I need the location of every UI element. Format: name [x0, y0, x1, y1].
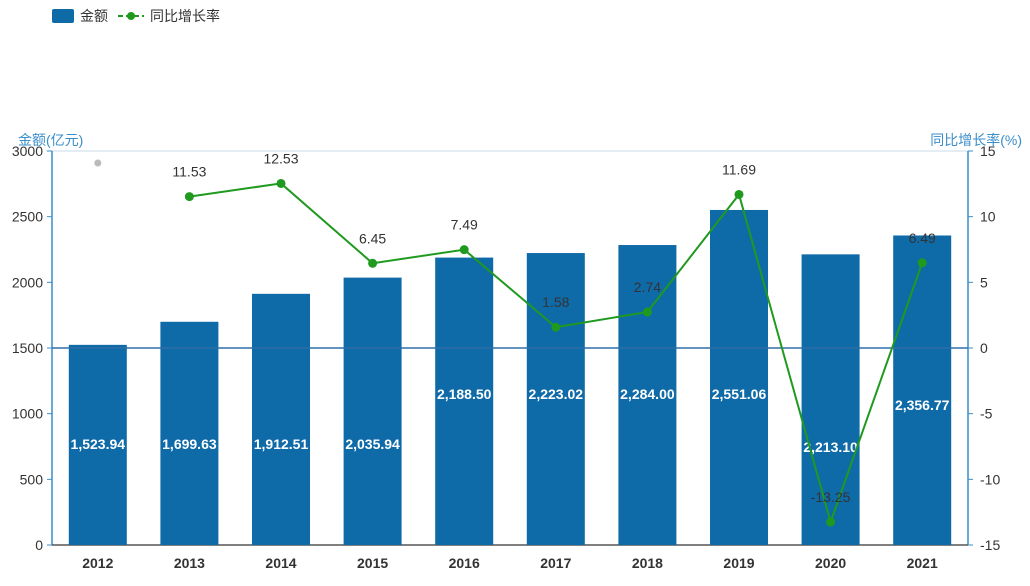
- chart-legend: 金额 同比增长率: [52, 6, 230, 26]
- bar-value-label-2014: 1,912.51: [254, 436, 309, 452]
- bar-2020: [801, 254, 860, 546]
- x-tick-label-2016: 2016: [449, 555, 480, 571]
- x-tick-label-2012: 2012: [82, 555, 113, 571]
- bar-value-label-2016: 2,188.50: [437, 386, 492, 402]
- x-tick-label-2014: 2014: [265, 555, 296, 571]
- marker-dot: [94, 159, 102, 167]
- growth-label-2017: 1.58: [542, 294, 569, 310]
- bar-value-label-2017: 2,223.02: [529, 386, 584, 402]
- growth-label-2013: 11.53: [172, 164, 206, 180]
- growth-point-2018: [642, 307, 652, 317]
- growth-label-2019: 11.69: [722, 161, 756, 177]
- bar-value-label-2019: 2,551.06: [712, 386, 767, 402]
- legend-amount-label: 金额: [80, 8, 108, 24]
- growth-point-2015: [368, 258, 378, 268]
- x-tick-label-2021: 2021: [907, 555, 938, 571]
- left-tick-label: 1000: [12, 406, 43, 422]
- right-tick-label: -15: [980, 537, 1000, 553]
- bar-2012: [68, 344, 127, 545]
- bar-value-label-2013: 1,699.63: [162, 436, 217, 452]
- right-tick-label: 5: [980, 274, 988, 290]
- x-tick-label-2020: 2020: [815, 555, 846, 571]
- right-tick-label: 0: [980, 340, 988, 356]
- right-axis-title: 同比增长率(%): [930, 132, 1022, 148]
- growth-point-2021: [917, 258, 927, 268]
- x-tick-label-2018: 2018: [632, 555, 663, 571]
- x-tick-label-2015: 2015: [357, 555, 388, 571]
- bar-value-label-2020: 2,213.10: [803, 439, 858, 455]
- growth-point-2020: [826, 517, 836, 527]
- left-tick-label: 3000: [12, 143, 43, 159]
- growth-label-2021: 6.49: [909, 230, 936, 246]
- legend-line-swatch: [118, 12, 144, 20]
- growth-point-2017: [551, 322, 561, 332]
- growth-point-2016: [459, 245, 469, 255]
- bar-2016: [435, 257, 494, 545]
- bar-value-label-2012: 1,523.94: [71, 436, 126, 452]
- bar-value-label-2015: 2,035.94: [345, 436, 400, 452]
- legend-item-amount[interactable]: 金额: [52, 6, 108, 26]
- left-tick-label: 1500: [12, 340, 43, 356]
- bar-2015: [343, 277, 402, 545]
- bar-2019: [710, 209, 768, 545]
- x-tick-label-2013: 2013: [174, 555, 205, 571]
- left-tick-label: 0: [35, 537, 43, 553]
- legend-growth-label: 同比增长率: [150, 8, 220, 24]
- left-axis-title: 金额(亿元): [18, 132, 84, 148]
- left-tick-label: 2500: [12, 209, 43, 225]
- right-tick-label: -10: [980, 471, 1000, 487]
- x-tick-label-2017: 2017: [540, 555, 571, 571]
- right-tick-label: -5: [980, 406, 993, 422]
- bar-value-label-2021: 2,356.77: [895, 397, 950, 413]
- growth-point-2014: [276, 178, 286, 188]
- bar-2018: [618, 245, 677, 545]
- growth-label-2020: -13.25: [811, 489, 851, 505]
- bar-2021: [893, 235, 952, 545]
- growth-label-2014: 12.53: [263, 150, 298, 166]
- growth-point-2019: [734, 189, 744, 199]
- legend-item-growth[interactable]: 同比增长率: [118, 6, 220, 26]
- growth-label-2015: 6.45: [359, 230, 386, 246]
- legend-bar-swatch: [52, 9, 74, 23]
- bar-2014: [252, 293, 310, 545]
- left-tick-label: 500: [20, 471, 44, 487]
- bar-2017: [526, 253, 585, 545]
- bar-2013: [160, 321, 219, 545]
- x-tick-label-2019: 2019: [723, 555, 754, 571]
- bar-value-label-2018: 2,284.00: [620, 386, 675, 402]
- growth-label-2016: 7.49: [451, 217, 478, 233]
- right-tick-label: 15: [980, 143, 996, 159]
- growth-point-2013: [184, 192, 194, 202]
- right-tick-label: 10: [980, 209, 996, 225]
- left-tick-label: 2000: [12, 274, 43, 290]
- growth-label-2018: 2.74: [634, 279, 661, 295]
